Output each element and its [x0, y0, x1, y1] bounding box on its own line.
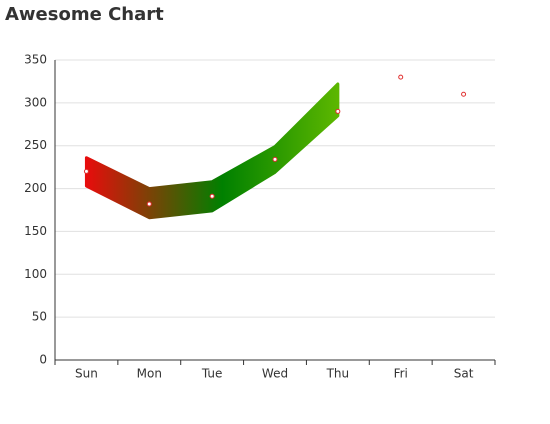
y-tick-label: 200 [24, 181, 47, 195]
y-tick-label: 150 [24, 224, 47, 238]
x-tick-label: Sun [75, 367, 98, 381]
y-tick-label: 350 [24, 53, 47, 67]
x-tick-label: Sat [454, 367, 474, 381]
data-point [335, 108, 341, 114]
x-tick-label: Mon [137, 367, 162, 381]
data-point [398, 74, 404, 80]
data-point [209, 193, 215, 199]
band-area [84, 82, 340, 220]
chart-title: Awesome Chart [5, 4, 164, 25]
data-point [83, 168, 89, 174]
y-tick-label: 300 [24, 95, 47, 109]
x-tick-label: Fri [394, 367, 408, 381]
y-tick-label: 50 [32, 310, 47, 324]
y-tick-label: 0 [39, 353, 47, 367]
data-point [272, 156, 278, 162]
x-tick-label: Tue [201, 367, 223, 381]
x-tick-label: Wed [262, 367, 288, 381]
x-tick-label: Thu [326, 367, 350, 381]
data-point [461, 91, 467, 97]
y-tick-label: 100 [24, 267, 47, 281]
y-tick-label: 250 [24, 138, 47, 152]
data-point [146, 201, 152, 207]
